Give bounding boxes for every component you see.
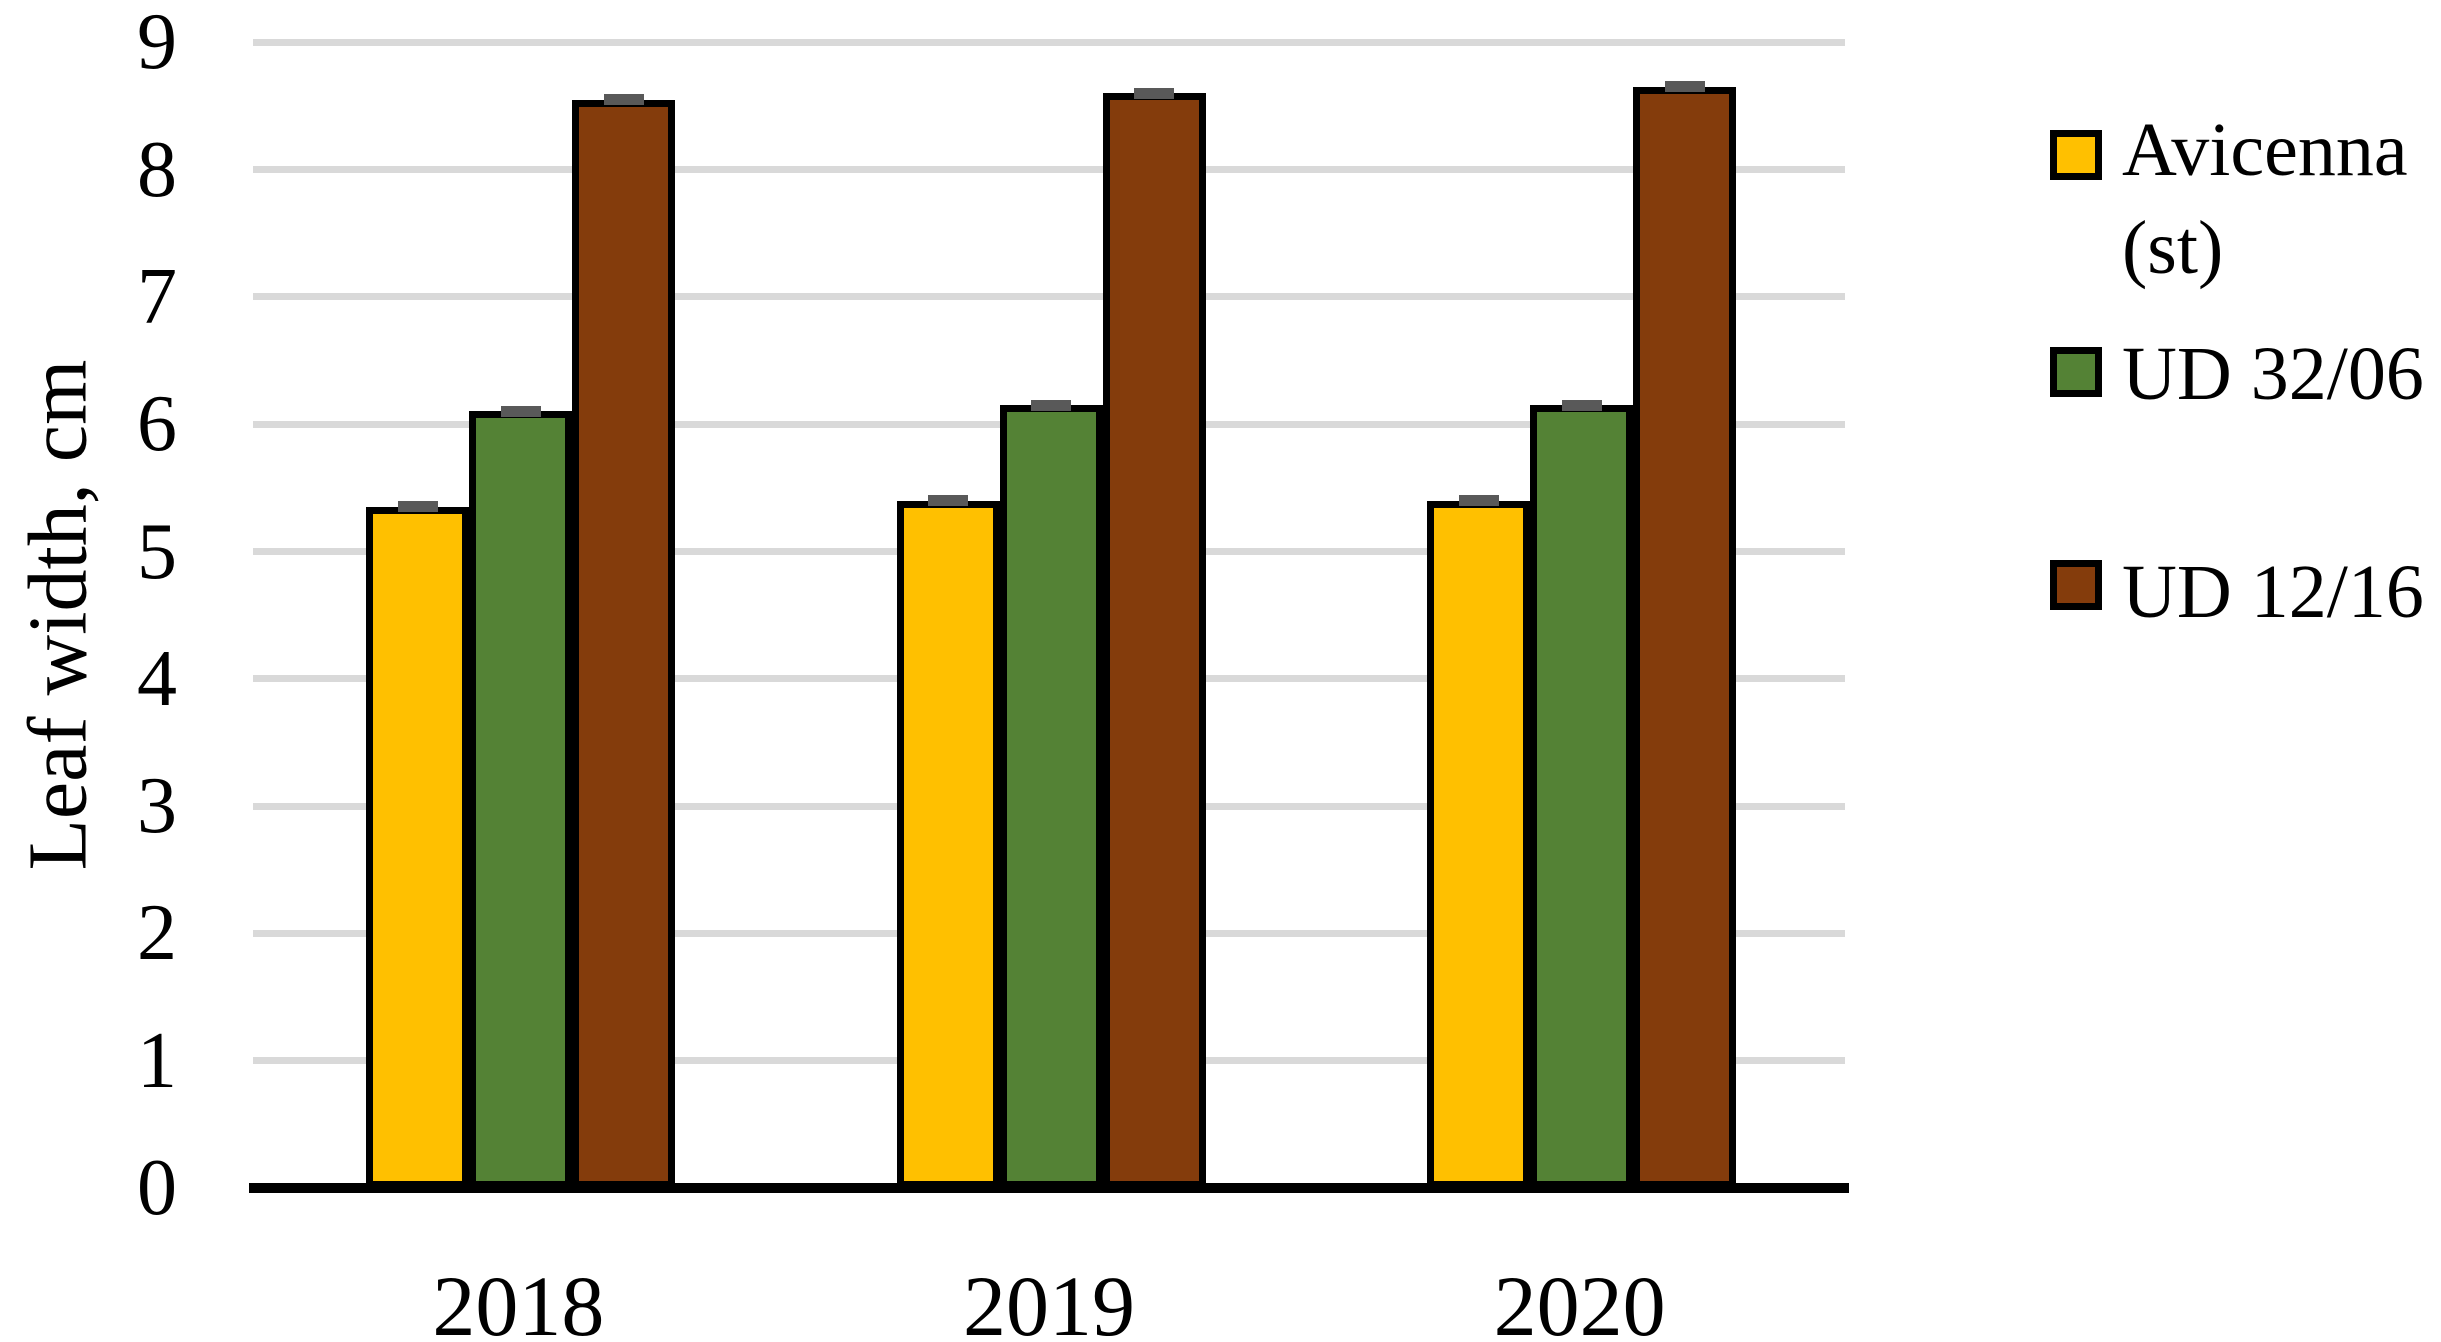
y-tick-label-9: 9 (137, 0, 177, 87)
gridline-9 (253, 38, 1845, 46)
y-tick-label-1: 1 (137, 1016, 177, 1105)
y-tick-label-2: 2 (137, 889, 177, 978)
bar-ud-32-06-2020 (1530, 405, 1634, 1188)
x-tick-label-2020: 2020 (1493, 1258, 1666, 1342)
error-bar-cap-ud-32-06-2019 (1031, 399, 1072, 411)
bar-ud-12-16-2020 (1633, 86, 1737, 1188)
gridline-8 (253, 166, 1845, 174)
bar-ud-32-06-2018 (469, 411, 572, 1188)
bar-avicenna-st-2018 (366, 506, 469, 1188)
y-tick-label-0: 0 (137, 1144, 177, 1232)
error-bar-cap-ud-32-06-2020 (1561, 399, 1602, 411)
bar-ud-32-06-2019 (999, 405, 1103, 1188)
legend-swatch-ud-12-16 (2050, 560, 2102, 610)
error-bar-cap-avicenna-st-2018 (397, 501, 438, 513)
y-tick-label-6: 6 (137, 380, 177, 469)
legend-swatch-ud-32-06 (2050, 347, 2102, 397)
bar-avicenna-st-2020 (1427, 500, 1531, 1188)
legend-swatch-avicenna-st (2050, 130, 2102, 180)
x-tick-label-2019: 2019 (963, 1258, 1135, 1342)
x-tick-label-2018: 2018 (432, 1258, 605, 1342)
bar-avicenna-st-2019 (896, 500, 1000, 1188)
gridline-7 (253, 293, 1845, 301)
y-tick-label-5: 5 (137, 507, 177, 596)
y-tick-label-3: 3 (137, 762, 177, 851)
legend-label-avicenna-st: Avicenna (st) (2122, 108, 2408, 290)
bar-ud-12-16-2019 (1102, 93, 1206, 1188)
legend-label-ud-32-06: UD 32/06 (2122, 332, 2424, 416)
error-bar-cap-ud-32-06-2018 (500, 405, 541, 417)
error-bar-cap-ud-12-16-2019 (1134, 87, 1175, 99)
error-bar-cap-ud-12-16-2020 (1664, 81, 1705, 93)
y-tick-label-8: 8 (137, 125, 177, 214)
bar-ud-12-16-2018 (572, 99, 675, 1188)
error-bar-cap-ud-12-16-2018 (603, 94, 644, 106)
y-tick-label-4: 4 (137, 634, 177, 723)
error-bar-cap-avicenna-st-2020 (1458, 495, 1499, 507)
y-tick-label-7: 7 (137, 252, 177, 341)
x-axis-line (249, 1183, 1849, 1193)
error-bar-cap-avicenna-st-2019 (928, 495, 969, 507)
legend-label-ud-12-16: UD 12/16 (2122, 550, 2424, 634)
